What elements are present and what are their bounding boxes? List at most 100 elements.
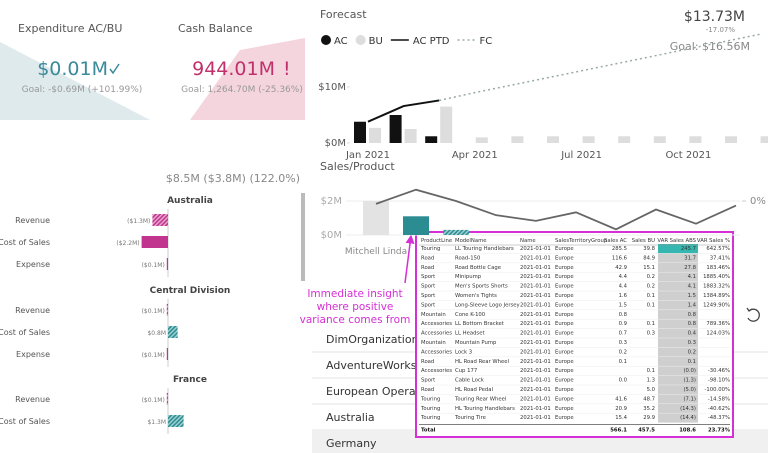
table-cell: Women's Tights: [455, 293, 497, 299]
table-cell: 2021-01-01: [520, 340, 551, 346]
column-header: Sales AC: [604, 238, 627, 244]
legend-label: FC: [480, 36, 493, 47]
table-cell: LL Bottom Bracket: [455, 321, 504, 327]
bar: [363, 201, 389, 235]
table-cell: 0.3: [619, 340, 627, 346]
table-cell: 4.1: [688, 284, 696, 290]
group-title: France: [173, 375, 207, 385]
bar: [725, 136, 737, 143]
table-cell: 15.1: [643, 265, 655, 271]
legend-label: BU: [369, 36, 383, 47]
table-cell: 27.8: [684, 265, 696, 271]
table-cell: Road: [421, 387, 434, 393]
line: [375, 188, 737, 231]
y-tick-label: $0M: [325, 138, 346, 149]
table-cell: Cup 177: [455, 368, 477, 374]
table-cell: Touring: [420, 246, 440, 252]
bar: [166, 258, 168, 270]
table-cell: 1883.32%: [703, 284, 730, 290]
table-cell: Accessories: [421, 368, 452, 374]
y-tick-label: $0M: [321, 230, 342, 241]
legend-swatch: [321, 35, 331, 45]
table-cell: 2021-01-01: [520, 396, 551, 402]
table-cell: 0.9: [619, 321, 627, 327]
table-total: 566.1: [610, 428, 627, 434]
table-cell: 2021-01-01: [520, 368, 551, 374]
table-cell: 0.3: [647, 331, 655, 337]
table-cell: 2021-01-01: [520, 255, 551, 261]
table-cell: 2021-01-01: [520, 265, 551, 271]
table-cell: 2021-01-01: [520, 246, 551, 252]
table-cell: Touring: [420, 396, 440, 402]
table-cell: Sport: [421, 284, 435, 290]
bar: [168, 326, 178, 338]
table-cell: Accessories: [421, 331, 452, 337]
table-cell: Europe: [555, 321, 574, 327]
value-label: ($2.2M): [116, 240, 139, 247]
y-tick-label: $2M: [321, 196, 342, 207]
table-cell: 1.5: [688, 293, 696, 299]
column-header: Name: [520, 238, 536, 244]
table-cell: 1885.40%: [703, 274, 730, 280]
group-title: Central Division: [150, 286, 231, 296]
kpi-value: 944.01M: [192, 58, 275, 80]
refresh-button[interactable]: [746, 307, 760, 322]
bar: [369, 127, 381, 143]
bar: [547, 136, 559, 143]
table-cell: 2021-01-01: [520, 293, 551, 299]
table-cell: 2021-01-01: [520, 359, 551, 365]
legend-label: AC: [334, 36, 348, 47]
table-total: Total: [421, 428, 436, 434]
matrix-row: DimOrganization: Na: [326, 333, 441, 346]
detail-table: ProductLine ModelName Name SalesTerritoryGr…: [415, 231, 734, 438]
table-cell: Europe: [555, 378, 574, 384]
table-cell: (14.4): [680, 415, 696, 421]
y2-tick-label: 0%: [750, 196, 766, 207]
table-cell: 42.9: [615, 265, 627, 271]
bar: [582, 136, 595, 143]
value-label: ($0.1M): [142, 262, 165, 269]
column-header: ModelName: [455, 238, 487, 244]
table-cell: Road: [421, 359, 434, 365]
bar: [141, 236, 168, 248]
column-header: SalesTerritoryGroup: [555, 238, 608, 244]
table-cell: 0.8: [688, 321, 697, 327]
table-cell: 37.41%: [710, 255, 730, 261]
table-cell: 2021-01-01: [520, 331, 551, 337]
kpi-title: Expenditure AC/BU: [18, 22, 122, 35]
row-label: Revenue: [15, 216, 50, 225]
table-cell: 2021-01-01: [520, 274, 551, 280]
table-cell: Europe: [555, 349, 574, 355]
bar: [475, 137, 488, 143]
kpi-shape: [190, 38, 305, 120]
table-cell: 2021-01-01: [520, 415, 551, 421]
bar: [166, 393, 168, 405]
table-cell: 2021-01-01: [520, 378, 551, 384]
table-cell: 0.3: [688, 340, 696, 346]
table-cell: Touring: [420, 406, 440, 412]
table-cell: 0.1: [688, 359, 696, 365]
table-cell: Road-150: [455, 255, 481, 261]
table-cell: Sport: [421, 293, 435, 299]
column-header: VAR Sales ABS: [657, 238, 696, 244]
value-label: ($0.1M): [142, 308, 165, 315]
matrix-row: AdventureWorks Cycl: [326, 359, 443, 372]
bar: [440, 106, 453, 143]
table-cell: Cone K-100: [455, 312, 486, 318]
table-cell: 0.2: [647, 284, 655, 290]
table-cell: Road: [421, 255, 434, 261]
table-cell: Accessories: [421, 321, 452, 327]
table-cell: HL Touring Handlebars: [455, 406, 515, 412]
table-cell: Europe: [555, 265, 574, 271]
scrollbar[interactable]: [301, 193, 305, 281]
table-cell: 183.46%: [706, 265, 730, 271]
table-cell: 4.4: [619, 274, 628, 280]
kpi-title: Cash Balance: [178, 22, 253, 35]
table-cell: Cable Lock: [455, 378, 485, 384]
table-cell: Europe: [555, 312, 574, 318]
table-cell: Mountain Pump: [455, 340, 497, 346]
table-cell: -40.62%: [708, 406, 730, 412]
table-total: 23.73%: [708, 428, 731, 434]
